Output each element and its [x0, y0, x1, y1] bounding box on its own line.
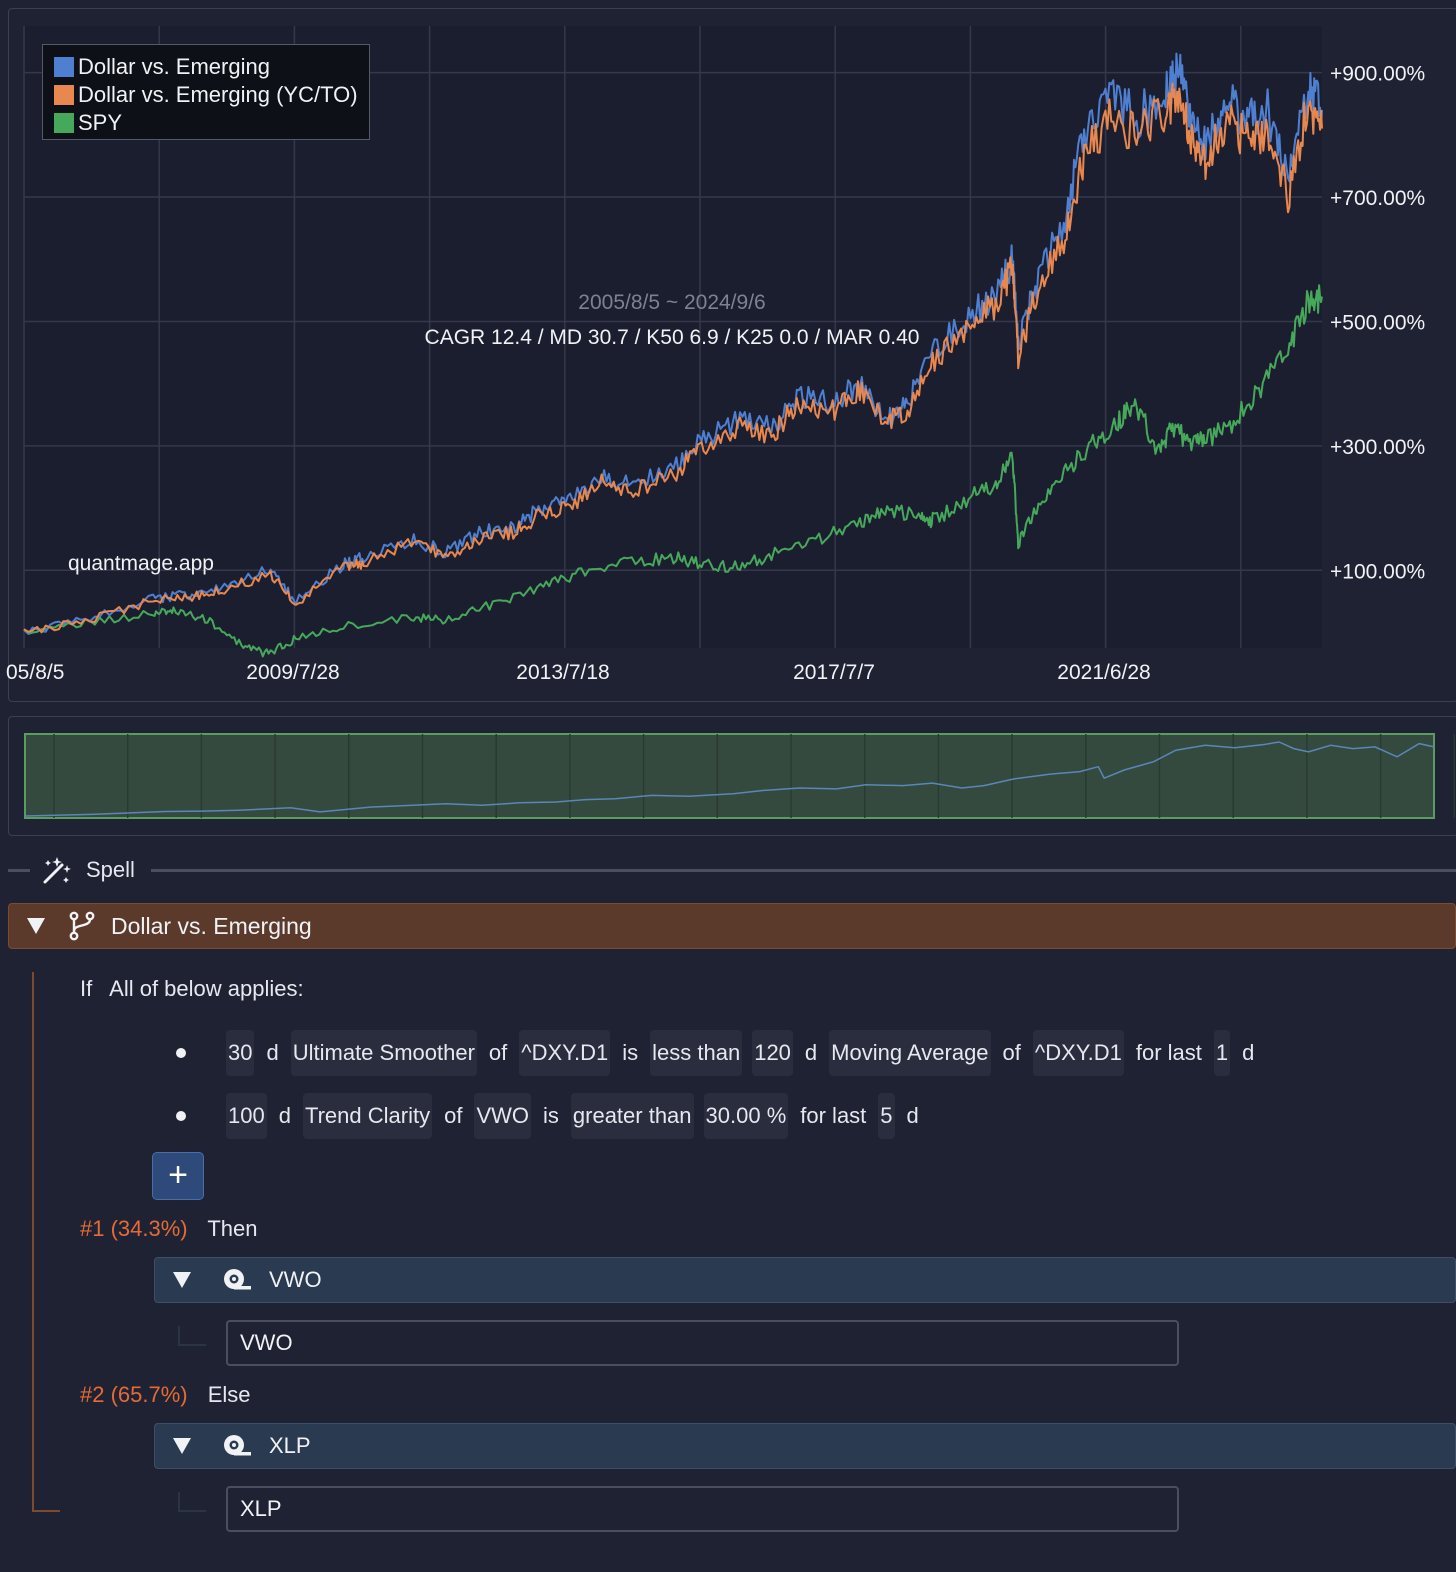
condition-word: for last — [800, 1103, 867, 1128]
x-tick-label: 2013/7/18 — [516, 661, 609, 684]
condition-parameter[interactable]: less than — [650, 1030, 743, 1076]
condition-rule: 30 d Ultimate Smoother of ^DXY.D1 is less than… — [170, 1029, 1266, 1077]
condition-parameter[interactable]: greater than — [570, 1093, 694, 1139]
legend-item[interactable]: Dollar vs. Emerging (YC/TO) — [54, 81, 369, 109]
legend-swatch — [54, 57, 74, 77]
condition-word: d — [906, 1103, 919, 1128]
series-line[interactable] — [23, 284, 1323, 658]
collapse-triangle-icon[interactable] — [27, 918, 45, 934]
x-tick-label: 05/8/5 — [6, 661, 64, 684]
condition-parameter[interactable]: Moving Average — [829, 1030, 991, 1076]
range-navigator-panel — [8, 716, 1456, 836]
condition-parameter[interactable]: Ultimate Smoother — [290, 1030, 477, 1076]
ticker-icon — [224, 1435, 251, 1456]
asset-node-header[interactable]: XLP — [154, 1423, 1456, 1469]
x-tick-label: 2017/7/7 — [793, 661, 875, 684]
if-keyword: If — [80, 976, 93, 1001]
condition-parameter[interactable]: 5 — [878, 1093, 895, 1139]
condition-parameter[interactable]: 1 — [1213, 1030, 1231, 1076]
date-range-label: 2005/8/5 ~ 2024/9/6 — [578, 291, 765, 314]
series-line[interactable] — [23, 82, 1323, 634]
collapse-triangle-icon[interactable] — [173, 1272, 191, 1288]
spell-section-header: Spell — [8, 848, 1456, 892]
case-weight: #2 (65.7%) — [80, 1382, 188, 1407]
chart-legend: Dollar vs. Emerging Dollar vs. Emerging … — [42, 44, 370, 140]
x-tick-label: 2009/7/28 — [246, 661, 339, 684]
legend-swatch — [54, 113, 74, 133]
condition-word: of — [488, 1040, 508, 1065]
legend-label: Dollar vs. Emerging (YC/TO) — [78, 82, 358, 107]
asset-title[interactable]: VWO — [269, 1267, 322, 1292]
bullet — [176, 1111, 186, 1121]
range-navigator[interactable] — [0, 700, 1456, 840]
condition-word: is — [622, 1040, 639, 1065]
tree-connector — [32, 1510, 60, 1512]
legend-label: SPY — [78, 110, 123, 135]
x-tick-label: 2021/6/28 — [1057, 661, 1150, 684]
condition-mode-select[interactable]: All of below applies: — [109, 976, 304, 1001]
branch-node-header[interactable]: Dollar vs. Emerging — [8, 903, 1456, 949]
ticker-icon — [224, 1269, 251, 1290]
collapse-triangle-icon[interactable] — [173, 1438, 191, 1454]
case-keyword: Then — [207, 1216, 258, 1241]
add-condition-button[interactable]: + — [152, 1152, 204, 1200]
condition-word: of — [1002, 1040, 1021, 1065]
condition-header: If All of below applies: — [80, 976, 316, 1002]
y-tick-label: +700.00% — [1330, 187, 1425, 210]
ticker-field[interactable]: VWO — [226, 1320, 1179, 1366]
condition-word: of — [444, 1103, 463, 1128]
stats-label: CAGR 12.4 / MD 30.7 / K50 6.9 / K25 0.0 … — [425, 326, 920, 349]
condition-word: d — [278, 1103, 291, 1128]
else-label: #2 (65.7%) Else — [80, 1382, 251, 1408]
case-weight: #1 (34.3%) — [80, 1216, 188, 1241]
branch-title[interactable]: Dollar vs. Emerging — [111, 912, 312, 939]
divider — [150, 868, 1456, 872]
condition-rule: 100 d Trend Clarity of VWO is greater than 30.0… — [170, 1092, 931, 1140]
y-tick-label: +100.00% — [1330, 560, 1425, 583]
condition-parameter[interactable]: 30 — [226, 1030, 255, 1076]
condition-parameter[interactable]: VWO — [474, 1093, 531, 1139]
condition-word: for last — [1135, 1040, 1202, 1065]
tree-connector — [178, 1326, 206, 1346]
asset-node-header[interactable]: VWO — [154, 1257, 1456, 1303]
y-tick-label: +500.00% — [1330, 311, 1425, 334]
tree-connector — [178, 1492, 206, 1512]
branch-icon — [69, 911, 95, 941]
legend-item[interactable]: Dollar vs. Emerging — [54, 53, 369, 81]
condition-parameter[interactable]: 100 — [226, 1093, 267, 1139]
condition-word: d — [1242, 1040, 1255, 1065]
condition-parameter[interactable]: Trend Clarity — [302, 1093, 433, 1139]
legend-item[interactable]: SPY — [54, 109, 369, 137]
divider — [8, 868, 30, 872]
asset-title[interactable]: XLP — [269, 1433, 311, 1458]
case-keyword: Else — [207, 1382, 251, 1407]
condition-parameter[interactable]: 30.00 % — [703, 1093, 789, 1139]
y-tick-label: +300.00% — [1330, 436, 1425, 459]
condition-word: is — [543, 1103, 559, 1128]
condition-word: d — [804, 1040, 818, 1065]
y-tick-label: +900.00% — [1330, 63, 1425, 86]
legend-swatch — [54, 85, 74, 105]
ticker-field[interactable]: XLP — [226, 1486, 1179, 1532]
condition-parameter[interactable]: ^DXY.D1 — [1032, 1030, 1124, 1076]
tree-connector — [32, 972, 34, 1512]
watermark: quantmage.app — [68, 552, 214, 575]
navigator-series-line — [24, 741, 1435, 817]
then-label: #1 (34.3%) Then — [80, 1216, 258, 1242]
magic-wand-icon — [43, 857, 71, 884]
spell-label: Spell — [86, 857, 135, 882]
condition-word: d — [266, 1040, 279, 1065]
condition-parameter[interactable]: ^DXY.D1 — [519, 1030, 611, 1076]
bullet — [176, 1048, 186, 1058]
condition-parameter[interactable]: 120 — [752, 1030, 793, 1076]
range-selection[interactable] — [24, 733, 1435, 819]
legend-label: Dollar vs. Emerging — [78, 54, 270, 79]
